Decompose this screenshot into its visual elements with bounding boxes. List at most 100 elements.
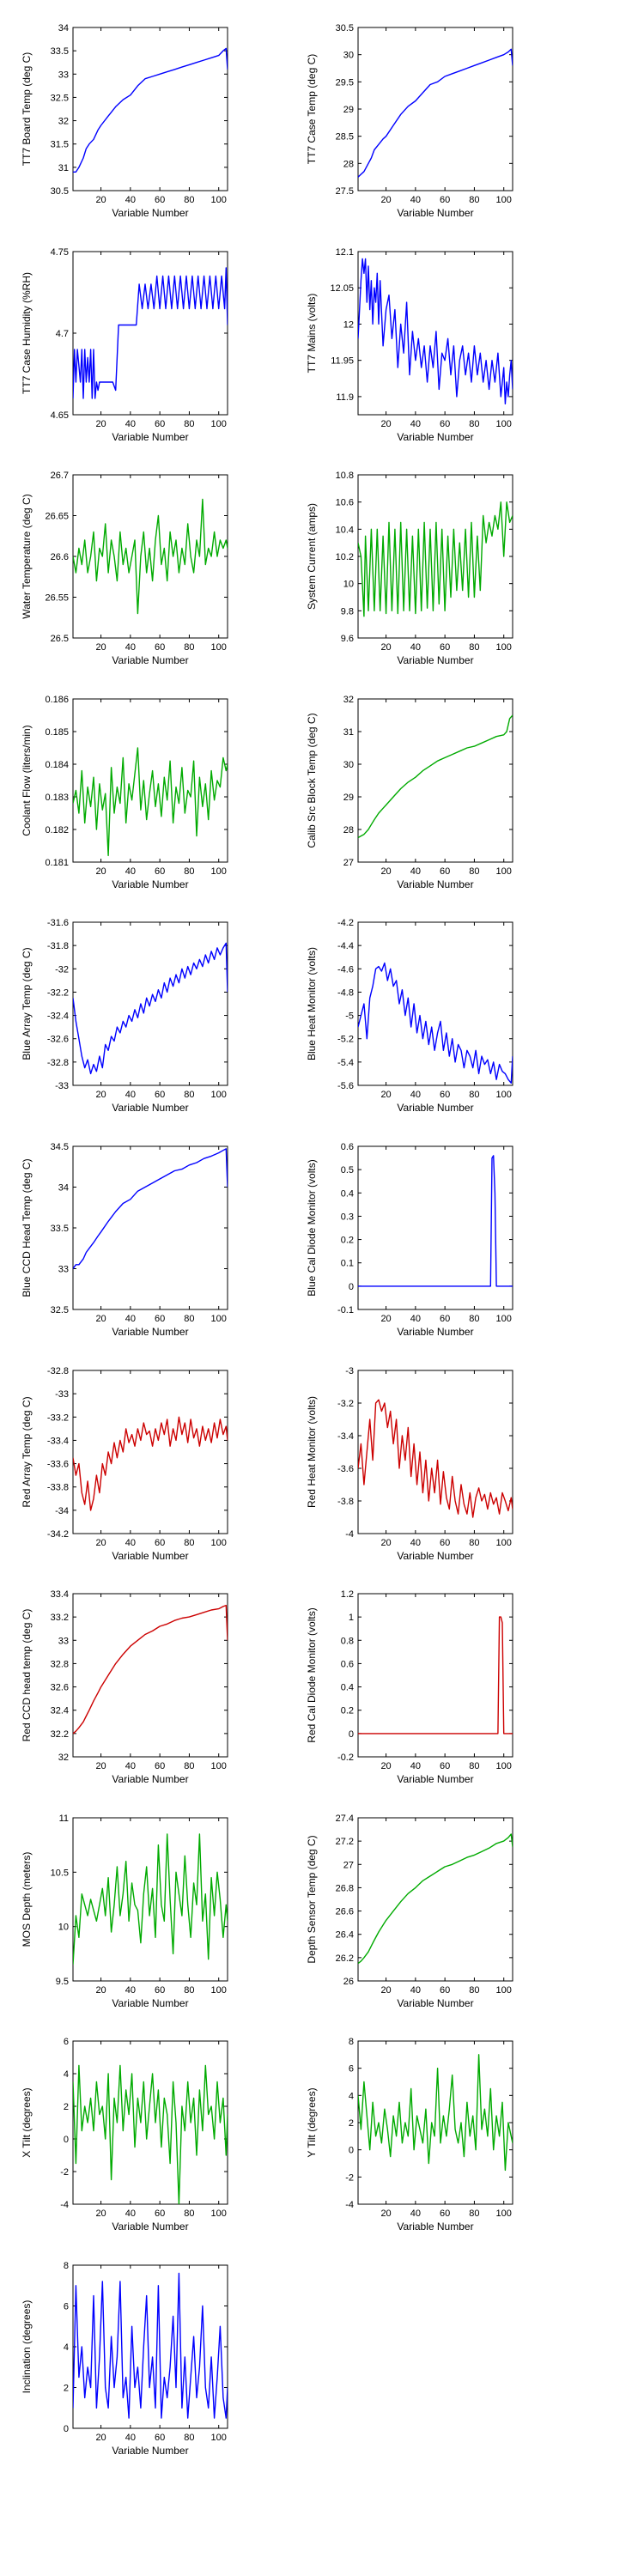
y-tick-label: 27.5 xyxy=(336,186,354,197)
y-tick-label: 8 xyxy=(64,2261,69,2271)
y-tick-label: 26.4 xyxy=(336,1930,354,1941)
x-tick-label: 80 xyxy=(469,1761,479,1771)
y-tick-label: 26 xyxy=(343,1977,354,1987)
x-tick-label: 80 xyxy=(184,1090,194,1100)
y-tick-label: 2 xyxy=(64,2384,69,2394)
y-tick-label: 6 xyxy=(349,2064,354,2075)
x-axis-label: Variable Number xyxy=(397,1326,473,1338)
series-line xyxy=(73,1833,228,1965)
plot-area xyxy=(357,698,513,863)
x-tick-label: 60 xyxy=(155,1985,165,1996)
series-line xyxy=(358,2054,513,2172)
y-tick-label: 0.185 xyxy=(45,727,69,738)
x-axis-label: Variable Number xyxy=(397,878,473,890)
x-tick-label: 20 xyxy=(95,642,106,653)
y-tick-label: -3.8 xyxy=(337,1497,354,1507)
y-tick-label: 32.5 xyxy=(51,1305,69,1315)
x-tick-label: 20 xyxy=(380,1761,391,1771)
y-tick-label: 0.1 xyxy=(341,1259,354,1269)
chart-panel: 20 40 60 80 100 0.181 0.182 0.183 0.184 0.185 0.18… xyxy=(21,695,228,890)
x-tick-label: 100 xyxy=(211,419,227,429)
y-tick-label: -32.6 xyxy=(47,1035,69,1045)
x-tick-label: 20 xyxy=(95,1538,106,1548)
y-tick-label: -0.2 xyxy=(337,1753,354,1763)
y-tick-label: 33.5 xyxy=(51,46,69,57)
x-tick-label: 60 xyxy=(155,1090,165,1100)
y-axis-label: TT7 Board Temp (deg C) xyxy=(21,52,33,167)
chart-panel: 20 40 60 80 100 27.5 28 28.5 29 29.5 30 30.5 Variabl… xyxy=(306,23,513,219)
x-tick-label: 80 xyxy=(184,2433,194,2443)
x-tick-label: 60 xyxy=(155,866,165,877)
x-tick-label: 40 xyxy=(125,419,136,429)
y-tick-label: -31.6 xyxy=(47,918,69,928)
y-tick-label: 0.184 xyxy=(45,760,69,770)
y-tick-label: 0 xyxy=(64,2135,69,2145)
series-line xyxy=(73,2064,228,2204)
x-tick-label: 40 xyxy=(410,866,421,877)
chart-panel: 20 40 60 80 100 32 32.2 32.4 32.6 32.8 33 33.2 33.4 V… xyxy=(21,1589,228,1785)
y-tick-label: 0.182 xyxy=(45,825,69,835)
y-tick-label: -32.8 xyxy=(47,1366,69,1376)
y-axis-label: Blue Heat Monitor (volts) xyxy=(306,947,318,1060)
x-tick-label: 60 xyxy=(440,1761,450,1771)
x-tick-label: 80 xyxy=(184,1538,194,1548)
x-axis-label: Variable Number xyxy=(112,654,188,666)
y-tick-label: 30.5 xyxy=(51,186,69,197)
x-tick-label: 80 xyxy=(184,1761,194,1771)
y-axis-label: Y Tilt (degrees) xyxy=(306,2087,318,2157)
x-axis-label: Variable Number xyxy=(397,431,473,443)
x-tick-label: 20 xyxy=(380,1985,391,1996)
x-tick-label: 80 xyxy=(469,866,479,877)
y-tick-label: 33.4 xyxy=(51,1589,69,1600)
y-tick-label: 10.4 xyxy=(336,525,354,535)
y-tick-label: 10 xyxy=(343,580,354,590)
y-tick-label: -2 xyxy=(60,2167,69,2178)
series-line xyxy=(358,258,513,404)
series-line xyxy=(73,747,228,857)
y-tick-label: 32 xyxy=(58,1753,69,1763)
plot-area xyxy=(357,1370,513,1534)
x-tick-label: 40 xyxy=(410,195,421,205)
x-tick-label: 60 xyxy=(440,195,450,205)
y-tick-label: 32.6 xyxy=(51,1683,69,1693)
plot-area xyxy=(357,1593,513,1758)
y-tick-label: 34.5 xyxy=(51,1142,69,1152)
x-axis-label: Variable Number xyxy=(112,2221,188,2233)
chart-panel: 20 40 60 80 100 -0.1 0 0.1 0.2 0.3 0.4 0.5 0.6 Variab… xyxy=(306,1142,513,1338)
x-axis-label: Variable Number xyxy=(112,431,188,443)
y-tick-label: 26.6 xyxy=(336,1907,354,1917)
series-line xyxy=(358,48,513,178)
y-tick-label: 0.4 xyxy=(341,1188,354,1199)
x-tick-label: 60 xyxy=(155,1538,165,1548)
x-tick-label: 80 xyxy=(184,419,194,429)
x-tick-label: 40 xyxy=(125,1314,136,1324)
x-tick-label: 20 xyxy=(380,1538,391,1548)
plot-area xyxy=(72,1593,228,1758)
x-tick-label: 40 xyxy=(410,1090,421,1100)
x-tick-label: 20 xyxy=(380,866,391,877)
x-tick-label: 40 xyxy=(125,1761,136,1771)
y-tick-label: 4 xyxy=(349,2091,354,2101)
y-tick-label: -4 xyxy=(60,2200,69,2210)
series-line xyxy=(73,47,228,173)
y-axis-label: Red Cal Diode Monitor (volts) xyxy=(306,1607,318,1742)
y-tick-label: 28 xyxy=(343,825,354,835)
y-tick-label: 0.2 xyxy=(341,1706,354,1716)
x-tick-label: 80 xyxy=(469,642,479,653)
x-axis-label: Variable Number xyxy=(112,1102,188,1114)
y-tick-label: -4 xyxy=(345,2200,354,2210)
x-axis-label: Variable Number xyxy=(112,2445,188,2457)
series-line xyxy=(358,501,513,617)
x-tick-label: 100 xyxy=(211,2433,227,2443)
x-tick-label: 60 xyxy=(440,1090,450,1100)
y-tick-label: -33.6 xyxy=(47,1460,69,1470)
y-tick-label: 0.181 xyxy=(45,858,69,868)
x-axis-label: Variable Number xyxy=(397,1102,473,1114)
y-tick-label: 34 xyxy=(58,23,69,33)
x-tick-label: 60 xyxy=(155,2208,165,2219)
y-axis-label: X Tilt (degrees) xyxy=(21,2087,33,2157)
y-tick-label: 26.7 xyxy=(51,471,69,481)
x-tick-label: 40 xyxy=(410,2208,421,2219)
y-tick-label: 0.5 xyxy=(341,1165,354,1176)
x-tick-label: 80 xyxy=(469,2208,479,2219)
